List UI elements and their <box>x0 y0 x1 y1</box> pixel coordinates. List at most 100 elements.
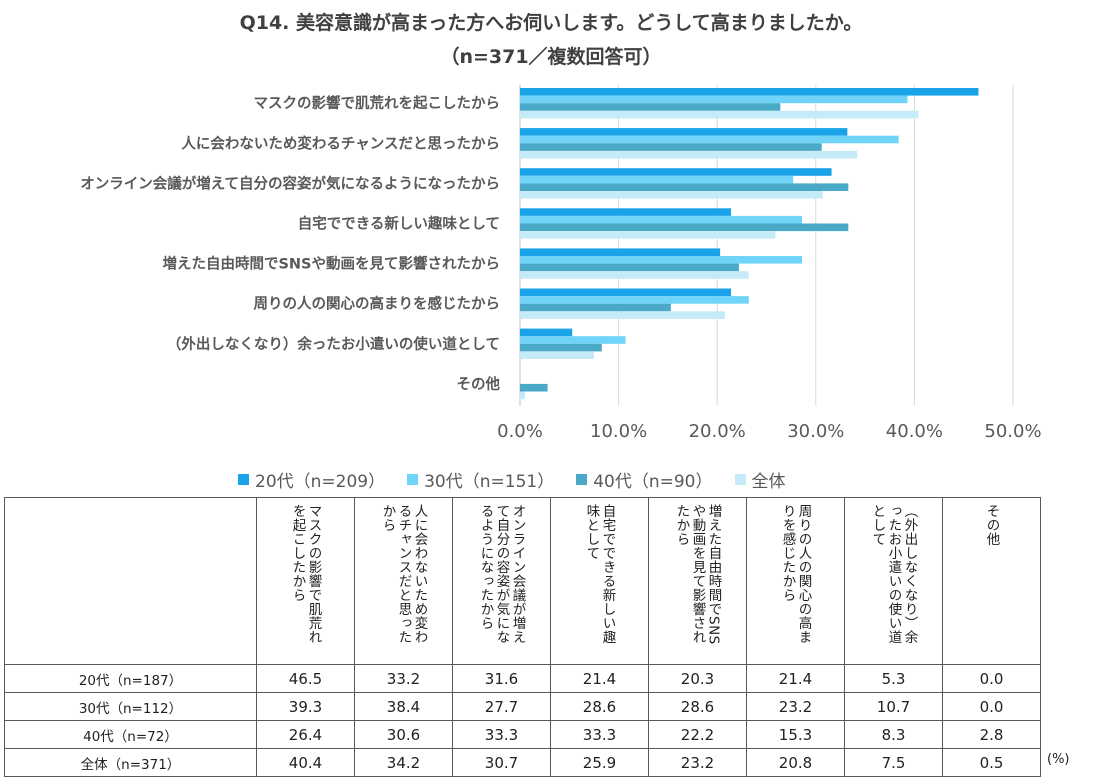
row-label: 20代（n=187） <box>4 664 257 693</box>
category-label: オンライン会議が増えて自分の容姿が気になるようになったから <box>80 174 500 192</box>
category-label: マスクの影響で肌荒れを起こしたから <box>254 94 501 112</box>
table-cell: 5.3 <box>844 664 943 693</box>
bar <box>520 208 732 216</box>
table-cell: 23.2 <box>746 692 845 721</box>
table-cell: 8.3 <box>844 720 943 749</box>
table-cell: 10.7 <box>844 692 943 721</box>
table-column-header: その他 <box>942 497 1041 665</box>
table-column-header: オンライン会議が増えて自分の容姿が気になるようになったから <box>452 497 551 665</box>
legend-item: 全体 <box>734 467 786 492</box>
table-column-header: 増えた自由時間でSNSや動画を見て影響されたから <box>648 497 747 665</box>
row-label: 30代（n=112） <box>4 692 257 721</box>
table-row: 全体（n=371） 40.4 34.2 30.7 25.9 23.2 20.8 7.5 0.5 <box>4 748 1041 777</box>
table-cell: 22.2 <box>648 720 747 749</box>
table-row: 20代（n=187） 46.5 33.2 31.6 21.4 20.3 21.4 5.3 0.0 <box>4 664 1041 693</box>
category-label: 増えた自由時間でSNSや動画を見て影響されたから <box>162 255 500 273</box>
table-body: 20代（n=187） 46.5 33.2 31.6 21.4 20.3 21.4 5.3 0.0… <box>4 664 1041 777</box>
table-cell: 30.7 <box>452 748 551 777</box>
table-cell: 28.6 <box>648 692 747 721</box>
x-tick-label: 20.0% <box>689 421 746 442</box>
table-corner-cell <box>4 497 257 665</box>
bar <box>520 95 908 104</box>
category-label: （外出しなくなり）余ったお小遣いの使い道として <box>167 335 500 353</box>
bar <box>520 296 749 304</box>
bar <box>520 263 739 272</box>
table-cell: 15.3 <box>746 720 845 749</box>
table-cell: 31.6 <box>452 664 551 693</box>
legend-item: 20代（n=209） <box>238 467 385 492</box>
bar <box>520 351 594 359</box>
bar <box>520 183 849 191</box>
bar <box>520 303 671 312</box>
legend-item: 30代（n=151） <box>407 467 554 492</box>
table-column-header: 人に会わないため変わるチャンスだと思ったから <box>354 497 453 665</box>
bar <box>520 175 794 184</box>
table-cell: 30.6 <box>354 720 453 749</box>
bar <box>520 223 849 232</box>
table-cell: 38.4 <box>354 692 453 721</box>
legend: 20代（n=209） 30代（n=151） 40代（n=90） 全体 <box>238 467 786 492</box>
x-tick-label: 10.0% <box>590 421 647 442</box>
table-column-header: 自宅でできる新しい趣味として <box>550 497 649 665</box>
bar <box>520 168 832 176</box>
bar <box>520 391 525 400</box>
bar-chart: マスクの影響で肌荒れを起こしたから人に会わないため変わるチャンスだと思ったからオ… <box>80 85 1042 442</box>
legend-swatch <box>407 474 419 485</box>
bar <box>520 150 858 159</box>
legend-label: 全体 <box>751 472 786 492</box>
table-cell: 46.5 <box>256 664 355 693</box>
category-label: 人に会わないため変わるチャンスだと思ったから <box>181 134 500 152</box>
table-cell: 0.5 <box>942 748 1041 777</box>
table-cell: 21.4 <box>550 664 649 693</box>
bar <box>520 215 802 224</box>
bar <box>520 256 802 264</box>
table-cell: 28.6 <box>550 692 649 721</box>
bar <box>520 383 548 392</box>
x-tick-label: 50.0% <box>984 421 1041 442</box>
bar <box>520 128 848 136</box>
legend-label: 40代（n=90） <box>593 472 713 492</box>
table-cell: 20.8 <box>746 748 845 777</box>
table-cell: 33.3 <box>452 720 551 749</box>
bar <box>520 143 822 151</box>
table-cell: 34.2 <box>354 748 453 777</box>
bar <box>520 88 979 96</box>
bar <box>520 328 573 337</box>
row-label: 全体（n=371） <box>4 748 257 777</box>
bar <box>520 311 726 319</box>
chart-subtitle: （n=371／複数回答可） <box>440 46 662 68</box>
table-column-header: マスクの影響で肌荒れを起こしたから <box>256 497 355 665</box>
table-cell: 25.9 <box>550 748 649 777</box>
table-cell: 20.3 <box>648 664 747 693</box>
table-cell: 0.0 <box>942 664 1041 693</box>
unit-label: (%) <box>1047 752 1070 767</box>
x-tick-label: 0.0% <box>497 421 543 442</box>
table-column-header: 周りの人の関心の高まりを感じたから <box>746 497 845 665</box>
bar <box>520 336 626 344</box>
bar <box>520 103 781 111</box>
table-cell: 33.2 <box>354 664 453 693</box>
legend-swatch <box>576 474 588 485</box>
table-cell: 40.4 <box>256 748 355 777</box>
bar <box>520 288 732 297</box>
legend-label: 20代（n=209） <box>255 472 386 492</box>
legend-swatch <box>238 474 249 485</box>
bar <box>520 248 721 256</box>
data-table: マスクの影響で肌荒れを起こしたから 人に会わないため変わるチャンスだと思ったからオ… <box>4 497 1041 777</box>
x-tick-label: 30.0% <box>787 421 844 442</box>
category-label: 自宅でできる新しい趣味として <box>298 215 500 233</box>
legend-label: 30代（n=151） <box>424 472 555 492</box>
table-cell: 39.3 <box>256 692 355 721</box>
category-label: その他 <box>457 375 501 393</box>
table-cell: 0.0 <box>942 692 1041 721</box>
legend-swatch <box>734 474 746 485</box>
table-column-header: （外出しなくなり）余ったお小遣いの使い道として <box>844 497 943 665</box>
table-cell: 26.4 <box>256 720 355 749</box>
table-cell: 21.4 <box>746 664 845 693</box>
table-cell: 27.7 <box>452 692 551 721</box>
table-cell: 23.2 <box>648 748 747 777</box>
table-row: 40代（n=72） 26.4 30.6 33.3 33.3 22.2 15.3 8.3 2.8 <box>4 720 1041 749</box>
category-labels: マスクの影響で肌荒れを起こしたから人に会わないため変わるチャンスだと思ったからオ… <box>80 94 500 393</box>
bar <box>520 191 823 199</box>
table-cell: 33.3 <box>550 720 649 749</box>
